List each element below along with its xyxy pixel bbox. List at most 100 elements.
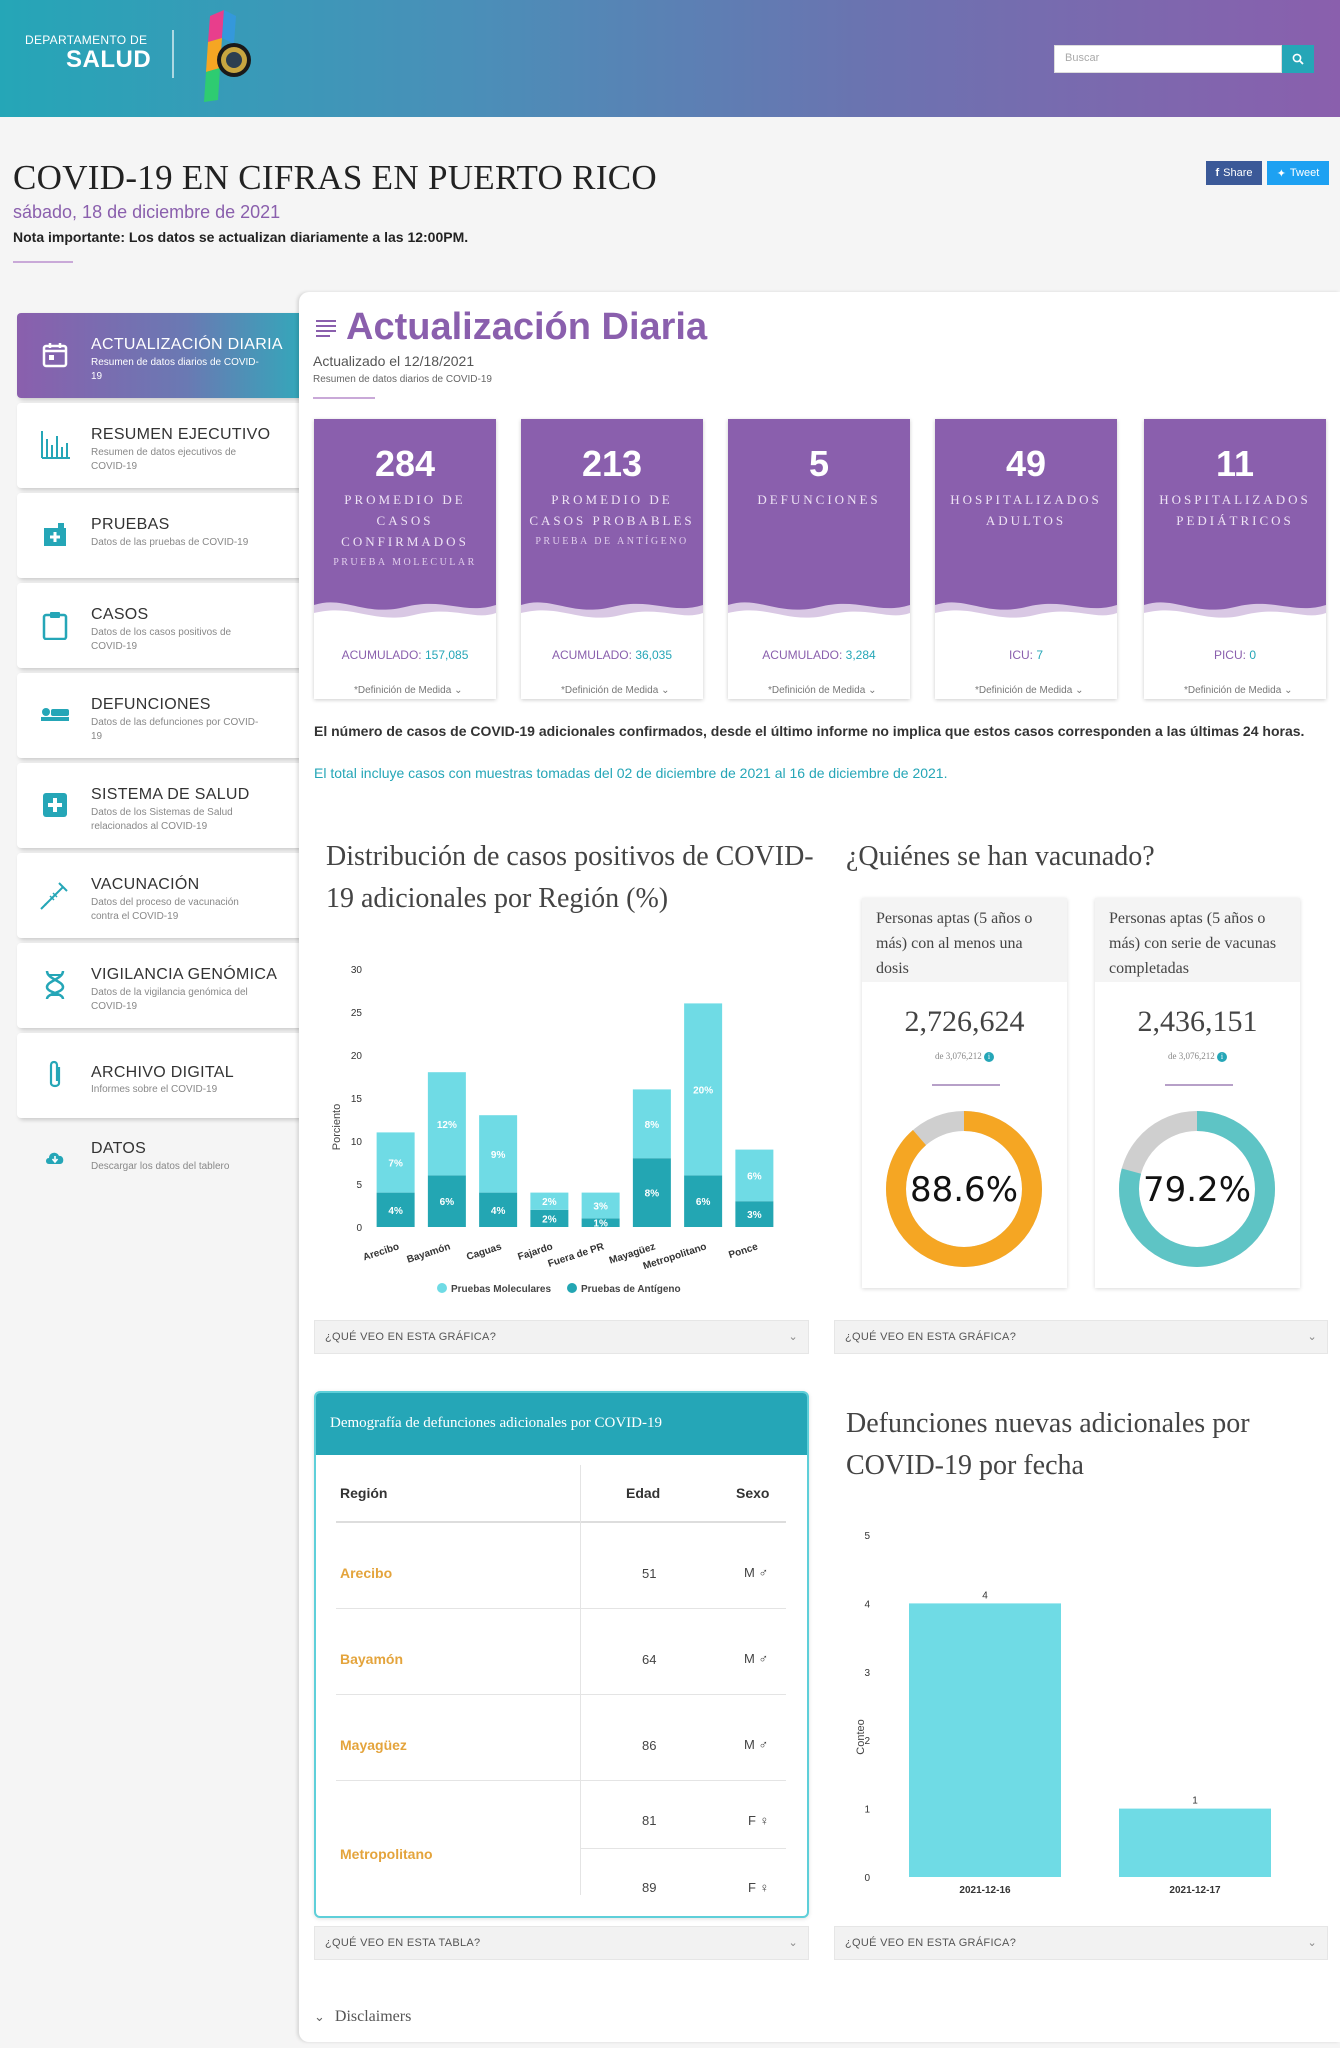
definition-toggle[interactable]: *Definición de Medida ⌄ — [975, 685, 1115, 696]
stat-card: 49 HOSPITALIZADOS ADULTOS ICU: 7 *Definició… — [935, 419, 1117, 699]
definition-toggle[interactable]: *Definición de Medida ⌄ — [1184, 685, 1324, 696]
logo-salud-text: SALUD — [66, 46, 152, 73]
definition-label: *Definición de Medida — [1184, 685, 1282, 696]
sidebar-item-subtitle: Datos de la vigilancia genómica del COVI… — [91, 987, 248, 1012]
stat-value: 284 — [374, 443, 436, 484]
bar-molecular[interactable] — [479, 1115, 518, 1193]
info-icon[interactable]: i — [1217, 1051, 1227, 1062]
bar-molecular[interactable] — [581, 1192, 620, 1219]
stat-value: 11 — [1215, 443, 1255, 484]
stat-label: DEFUNCIONES — [736, 489, 902, 510]
stat-label-text: HOSPITALIZADOS ADULTOS — [950, 492, 1102, 528]
row-divider — [580, 1848, 786, 1849]
vaccine-count: 2,726,624 — [904, 1005, 1025, 1038]
stat-card: 284 PROMEDIO DE CASOS CONFIRMADOS PRUEBA M… — [314, 419, 496, 699]
definition-label: *Definición de Medida — [768, 685, 866, 696]
row-divider — [336, 1780, 786, 1781]
bar-molecular[interactable] — [735, 1149, 774, 1202]
bar-antigeno[interactable] — [684, 1175, 723, 1227]
bar-molecular[interactable] — [632, 1089, 671, 1159]
chevron-down-icon: ⌄ — [788, 1937, 798, 1949]
bar-antigeno[interactable] — [479, 1192, 518, 1227]
bar[interactable] — [909, 1603, 1061, 1877]
demography-card: Demografía de defunciones adicionales po… — [314, 1391, 809, 1918]
bar-antigeno[interactable] — [632, 1158, 671, 1227]
y-axis-label: Conteo — [855, 1719, 867, 1754]
bar-data-label: 6% — [696, 1197, 711, 1208]
bed-icon — [39, 699, 71, 731]
sidebar-item-actualizacion-diaria[interactable]: ACTUALIZACIÓN DIARIA Resumen de datos di… — [17, 313, 299, 398]
vaccine-box-one-dose: Personas aptas (5 años o más) con al men… — [862, 898, 1067, 1288]
bar-molecular[interactable] — [684, 1003, 723, 1176]
bar-antigeno[interactable] — [735, 1201, 774, 1227]
legend-swatch — [567, 1283, 577, 1293]
bar-antigeno[interactable] — [581, 1218, 620, 1227]
sidebar-item-resumen-ejecutivo[interactable]: RESUMEN EJECUTIVO Resumen de datos ejecu… — [17, 403, 299, 488]
bar-data-label: 2% — [542, 1197, 557, 1208]
stat-wave — [314, 602, 496, 631]
bar-data-label: 1% — [593, 1219, 608, 1230]
stat-label-text: HOSPITALIZADOS PEDIÁTRICOS — [1159, 492, 1311, 528]
sidebar-item-vigilancia-genomica[interactable]: VIGILANCIA GENÓMICA Datos de la vigilanc… — [17, 943, 299, 1028]
vaccine-box-complete: Personas aptas (5 años o más) con serie … — [1095, 898, 1300, 1288]
y-axis-label: Porciento — [331, 1104, 343, 1150]
stat-accumulated: ICU: 7 — [935, 648, 1117, 662]
sidebar-item-subtitle: Datos de los casos positivos de COVID-19 — [91, 627, 232, 652]
region-chart-faq[interactable]: ¿QUÉ VEO EN ESTA GRÁFICA? ⌄ — [314, 1320, 809, 1354]
demography-table-faq[interactable]: ¿QUÉ VEO EN ESTA TABLA? ⌄ — [314, 1926, 809, 1960]
y-tick-label: 15 — [351, 1094, 363, 1105]
sidebar-item-vacunacion[interactable]: VACUNACIÓN Datos del proceso de vacunaci… — [17, 853, 299, 938]
bar-molecular[interactable] — [427, 1072, 466, 1176]
bar-data-label: 9% — [491, 1150, 506, 1161]
definition-toggle[interactable]: *Definición de Medida ⌄ — [561, 685, 701, 696]
sidebar-item-casos[interactable]: CASOS Datos de los casos positivos de CO… — [17, 583, 299, 668]
bar-data-label: 6% — [440, 1197, 455, 1208]
stat-card: 213 PROMEDIO DE CASOS PROBABLES PRUEBA DE … — [521, 419, 703, 699]
sidebar-item-sistema-de-salud[interactable]: SISTEMA DE SALUD Datos de los Sistemas d… — [17, 763, 299, 848]
bar[interactable] — [1119, 1808, 1271, 1877]
definition-toggle[interactable]: *Definición de Medida ⌄ — [354, 685, 494, 696]
bar-molecular[interactable] — [376, 1132, 415, 1193]
stat-card: 5 DEFUNCIONES ACUMULADO: 3,284 *Definición … — [728, 419, 910, 699]
sidebar-item-archivo-digital[interactable]: ARCHIVO DIGITAL Informes sobre el COVID-… — [17, 1033, 299, 1118]
demography-title: Demografía de defunciones adicionales po… — [316, 1393, 807, 1455]
stat-acc-value: 7 — [1036, 648, 1044, 662]
deaths-chart-title: Defunciones nuevas adicionales por COVID… — [846, 1408, 1250, 1481]
disclaimers-toggle[interactable]: ⌄ Disclaimers — [314, 2008, 411, 2026]
stat-wave — [728, 602, 910, 631]
stat-sublabel: PRUEBA MOLECULAR — [333, 557, 477, 568]
stat-acc-label: ICU: — [1008, 648, 1033, 662]
bar-antigeno[interactable] — [530, 1209, 569, 1227]
twitter-icon: ✦ — [1276, 167, 1286, 180]
tweet-button[interactable]: ✦ Tweet — [1267, 161, 1329, 185]
search-button[interactable] — [1282, 45, 1314, 73]
y-tick-label: 20 — [351, 1051, 363, 1062]
bar-molecular[interactable] — [530, 1192, 569, 1210]
seal-icon — [204, 10, 251, 102]
deaths-chart-faq[interactable]: ¿QUÉ VEO EN ESTA GRÁFICA? ⌄ — [834, 1926, 1328, 1960]
vaccine-of-total: de 3,076,212 i — [862, 1051, 1067, 1062]
sidebar-item-subtitle: Datos de las defunciones por COVID-19 — [91, 717, 259, 742]
syringe-icon — [39, 879, 71, 911]
sidebar-item-pruebas[interactable]: PRUEBAS Datos de las pruebas de COVID-19 — [17, 493, 299, 578]
stat-acc-label: PICU: — [1213, 648, 1246, 662]
share-button[interactable]: f Share — [1206, 161, 1262, 185]
bar-antigeno[interactable] — [427, 1175, 466, 1227]
definition-toggle[interactable]: *Definición de Medida ⌄ — [768, 685, 908, 696]
x-tick-label: Caguas — [465, 1241, 503, 1263]
sidebar-item-subtitle: Datos del proceso de vacunación contra e… — [91, 897, 239, 922]
info-icon[interactable]: i — [984, 1051, 994, 1062]
sidebar-item-defunciones[interactable]: DEFUNCIONES Datos de las defunciones por… — [17, 673, 299, 758]
search-input[interactable]: Buscar — [1054, 45, 1282, 73]
stat-card-header — [935, 419, 1117, 616]
table-row-sex: F ♀ — [748, 1880, 770, 1895]
sidebar-item-title: ACTUALIZACIÓN DIARIA — [91, 336, 283, 353]
vaccine-chart-faq[interactable]: ¿QUÉ VEO EN ESTA GRÁFICA? ⌄ — [834, 1320, 1328, 1354]
sidebar-item-datos[interactable]: DATOS Descargar los datos del tablero — [17, 1131, 299, 1191]
chevron-down-icon: ⌄ — [661, 685, 670, 696]
section-title: Actualización Diaria — [346, 306, 708, 348]
bar-antigeno[interactable] — [376, 1192, 415, 1227]
chevron-down-icon: ⌄ — [454, 685, 463, 696]
cases-range-link[interactable]: El total incluye casos con muestras toma… — [314, 765, 948, 781]
row-divider — [336, 1694, 786, 1695]
